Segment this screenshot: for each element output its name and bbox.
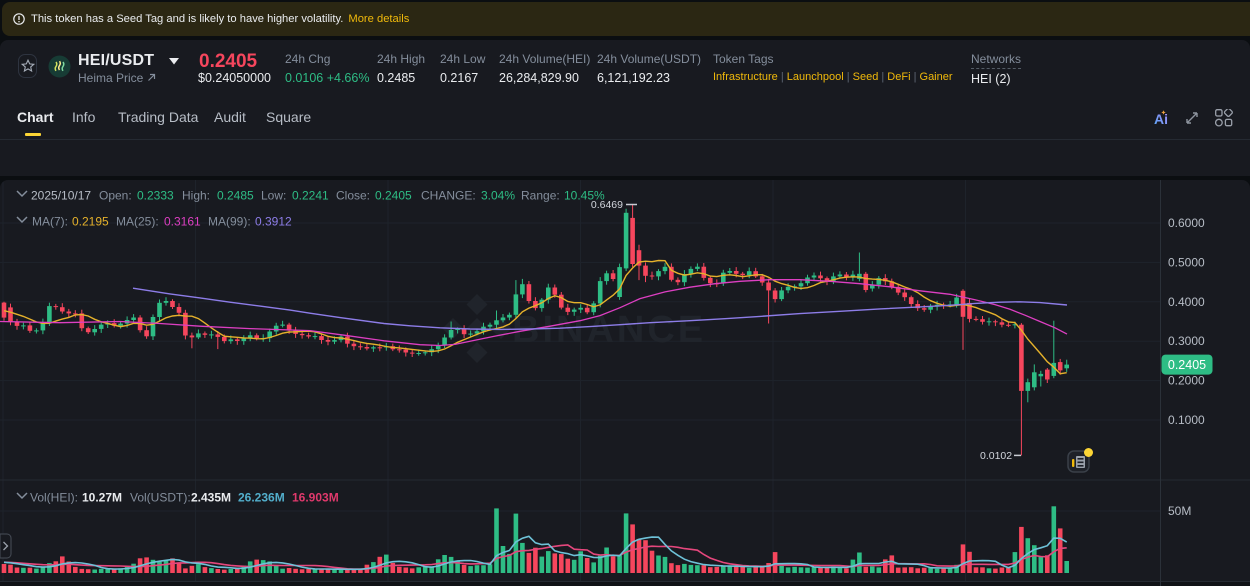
svg-text:16.903M: 16.903M	[292, 491, 339, 505]
svg-text:Range:: Range:	[521, 189, 560, 203]
svg-text:Vol(USDT):: Vol(USDT):	[130, 491, 191, 505]
svg-text:3.04%: 3.04%	[481, 189, 515, 203]
svg-text:Close:: Close:	[336, 189, 370, 203]
svg-text:10.45%: 10.45%	[564, 189, 605, 203]
svg-text:High:: High:	[182, 189, 210, 203]
svg-text:CHANGE:: CHANGE:	[421, 189, 476, 203]
svg-text:0.2485: 0.2485	[217, 189, 254, 203]
svg-text:Open:: Open:	[99, 189, 132, 203]
svg-text:10.27M: 10.27M	[82, 491, 122, 505]
svg-text:2025/10/17: 2025/10/17	[31, 189, 91, 203]
svg-text:0.4000: 0.4000	[1168, 295, 1205, 309]
svg-text:MA(99):: MA(99):	[208, 215, 251, 229]
svg-text:0.1000: 0.1000	[1168, 413, 1205, 427]
svg-text:2.435M: 2.435M	[191, 491, 231, 505]
svg-text:0.2405: 0.2405	[1168, 358, 1206, 372]
svg-text:Low:: Low:	[261, 189, 286, 203]
svg-text:0.2241: 0.2241	[292, 189, 329, 203]
svg-text:0.3000: 0.3000	[1168, 334, 1205, 348]
svg-text:MA(25):: MA(25):	[116, 215, 159, 229]
svg-text:0.6469: 0.6469	[591, 199, 623, 211]
svg-text:26.236M: 26.236M	[238, 491, 285, 505]
svg-text:0.0102: 0.0102	[980, 450, 1012, 462]
svg-text:50M: 50M	[1168, 504, 1191, 518]
svg-text:0.2405: 0.2405	[375, 189, 412, 203]
svg-text:0.6000: 0.6000	[1168, 216, 1205, 230]
svg-text:MA(7):: MA(7):	[32, 215, 68, 229]
svg-text:Ai: Ai	[1154, 111, 1168, 127]
svg-text:0.2195: 0.2195	[72, 215, 109, 229]
svg-text:0.2333: 0.2333	[137, 189, 174, 203]
svg-text:0.2000: 0.2000	[1168, 374, 1205, 388]
svg-text:0.5000: 0.5000	[1168, 255, 1205, 269]
svg-text:BINANCE: BINANCE	[512, 309, 706, 351]
svg-text:0.3161: 0.3161	[164, 215, 201, 229]
svg-text:Vol(HEI):: Vol(HEI):	[30, 491, 78, 505]
svg-text:0.3912: 0.3912	[255, 215, 292, 229]
